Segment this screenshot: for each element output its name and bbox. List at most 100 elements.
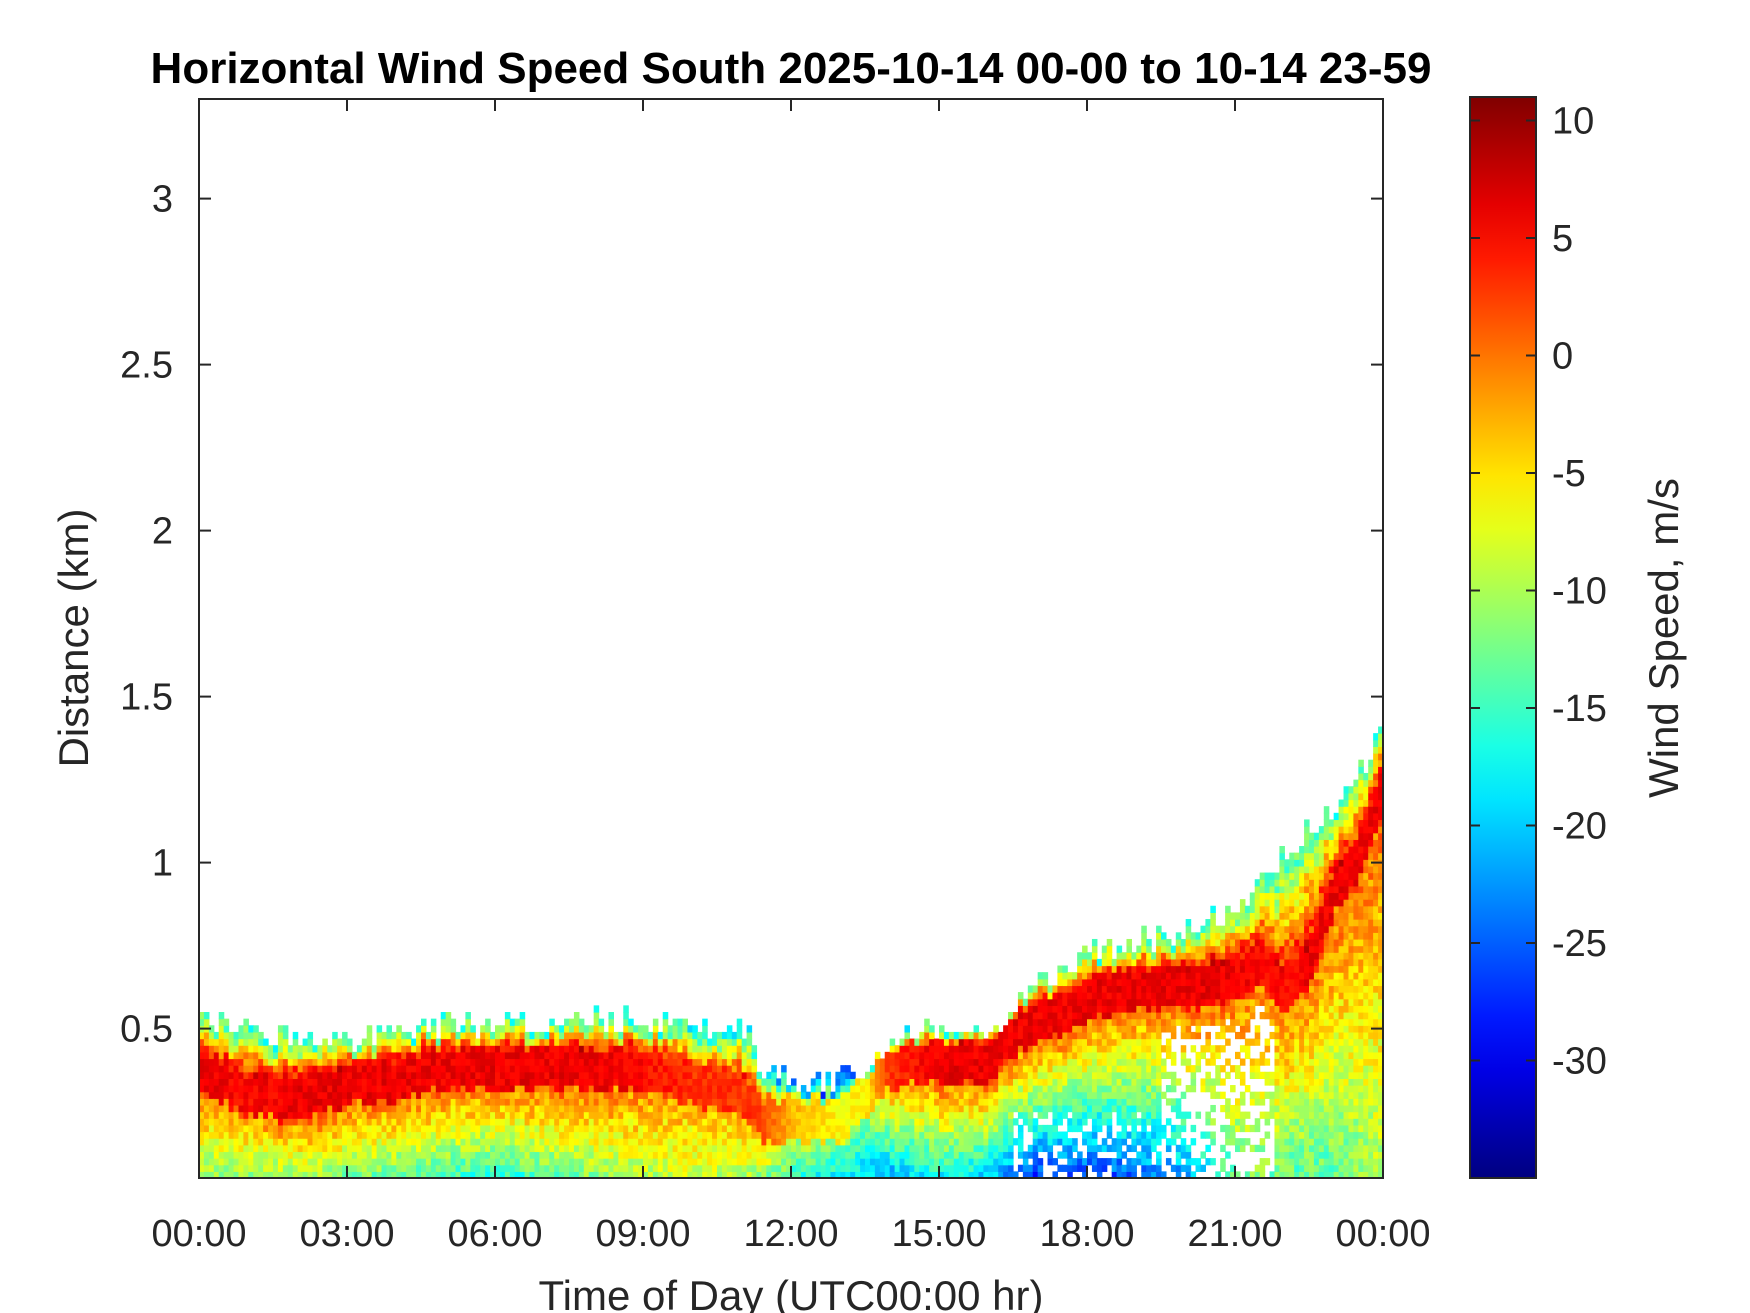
heatmap-cell <box>208 1031 215 1040</box>
heatmap-cell <box>416 1045 422 1053</box>
heatmap-cell <box>499 1071 506 1079</box>
heatmap-cell <box>297 1158 304 1166</box>
heatmap-cell <box>425 1091 432 1099</box>
heatmap-cell <box>450 1131 457 1139</box>
heatmap-cell <box>756 1138 762 1146</box>
heatmap-cell <box>697 1031 703 1040</box>
heatmap-cell <box>391 1144 397 1153</box>
heatmap-cell <box>1254 965 1261 973</box>
heatmap-cell <box>480 1151 486 1159</box>
heatmap-cell <box>850 1111 856 1119</box>
heatmap-cell <box>1141 1104 1147 1113</box>
heatmap-cell <box>509 1038 516 1046</box>
heatmap-cell <box>1259 1138 1266 1146</box>
heatmap-cell <box>628 1085 634 1093</box>
heatmap-cell <box>924 1158 930 1166</box>
heatmap-cell <box>712 1078 718 1086</box>
heatmap-cell <box>213 1058 220 1066</box>
heatmap-cell <box>1249 1065 1256 1073</box>
heatmap-cell <box>1052 1078 1058 1086</box>
heatmap-cell <box>213 1138 220 1146</box>
heatmap-cell <box>1235 1111 1241 1119</box>
heatmap-cell <box>1013 1012 1019 1020</box>
heatmap-cell <box>322 1164 328 1172</box>
heatmap-cell <box>628 1138 634 1146</box>
heatmap-cell <box>371 1164 378 1172</box>
heatmap-cell <box>939 1124 945 1133</box>
heatmap-cell <box>820 1104 827 1113</box>
heatmap-cell <box>440 1118 447 1126</box>
heatmap-cell <box>282 1038 289 1046</box>
heatmap-cell <box>1042 1071 1049 1079</box>
heatmap-cell <box>208 1078 215 1086</box>
heatmap-cell <box>1225 952 1231 960</box>
heatmap-cell <box>203 1051 210 1060</box>
heatmap-cell <box>662 1078 669 1086</box>
heatmap-cell <box>386 1138 392 1146</box>
heatmap-cell <box>588 1098 595 1106</box>
heatmap-cell <box>953 1091 960 1099</box>
heatmap-cell <box>445 1078 452 1086</box>
heatmap-cell <box>909 1045 915 1053</box>
heatmap-cell <box>480 1078 486 1086</box>
heatmap-cell <box>233 1111 240 1119</box>
heatmap-cell <box>396 1045 402 1053</box>
heatmap-cell <box>356 1051 363 1060</box>
heatmap-cell <box>1205 1118 1211 1126</box>
heatmap-cell <box>1037 1012 1044 1020</box>
heatmap-cell <box>514 1118 521 1126</box>
heatmap-cell <box>879 1158 886 1166</box>
heatmap-cell <box>564 1025 570 1033</box>
heatmap-cell <box>1116 1151 1123 1159</box>
heatmap-cell <box>1264 1131 1271 1139</box>
heatmap-cell <box>682 1144 688 1153</box>
heatmap-cell <box>731 1138 738 1146</box>
heatmap-cell <box>524 1111 531 1119</box>
heatmap-cell <box>465 1018 471 1026</box>
heatmap-cell <box>746 1131 753 1139</box>
heatmap-cell <box>337 1131 343 1139</box>
heatmap-cell <box>470 1071 476 1079</box>
heatmap-cell <box>820 1111 827 1119</box>
heatmap-cell <box>1126 952 1132 960</box>
heatmap-cell <box>894 1045 901 1053</box>
heatmap-cell <box>263 1078 269 1086</box>
heatmap-cell <box>292 1131 299 1139</box>
heatmap-cell <box>845 1164 851 1172</box>
heatmap-cell <box>445 1118 452 1126</box>
heatmap-cell <box>948 1104 955 1113</box>
heatmap-cell <box>519 1085 526 1093</box>
heatmap-cell <box>1057 1005 1063 1013</box>
heatmap-cell <box>287 1151 294 1159</box>
heatmap-cell <box>391 1164 397 1172</box>
heatmap-cell <box>1052 985 1058 993</box>
heatmap-cell <box>904 1144 910 1153</box>
heatmap-cell <box>1096 1051 1103 1060</box>
heatmap-cell <box>406 1065 412 1073</box>
heatmap-cell <box>243 1038 249 1046</box>
heatmap-cell <box>1082 998 1088 1006</box>
heatmap-cell <box>776 1118 782 1126</box>
heatmap-cell <box>638 1038 644 1046</box>
heatmap-cell <box>199 1018 205 1026</box>
heatmap-cell <box>1230 912 1236 920</box>
heatmap-cell <box>855 1098 861 1106</box>
heatmap-cell <box>1087 1038 1093 1046</box>
heatmap-cell <box>1106 1051 1113 1060</box>
heatmap-cell <box>1087 1104 1093 1113</box>
heatmap-cell <box>983 1144 989 1153</box>
heatmap-cell <box>1087 998 1093 1006</box>
heatmap-cell <box>1091 952 1098 960</box>
heatmap-cell <box>569 1124 575 1133</box>
heatmap-cell <box>208 1071 215 1079</box>
heatmap-cell <box>904 1098 910 1106</box>
heatmap-cell <box>1175 1005 1182 1013</box>
heatmap-cell <box>628 1071 634 1079</box>
heatmap-cell <box>633 1158 639 1166</box>
heatmap-cell <box>953 1144 960 1153</box>
heatmap-cell <box>929 1051 935 1060</box>
heatmap-cell <box>761 1078 767 1086</box>
heatmap-cell <box>342 1098 348 1106</box>
heatmap-cell <box>337 1164 343 1172</box>
heatmap-cell <box>416 1098 422 1106</box>
